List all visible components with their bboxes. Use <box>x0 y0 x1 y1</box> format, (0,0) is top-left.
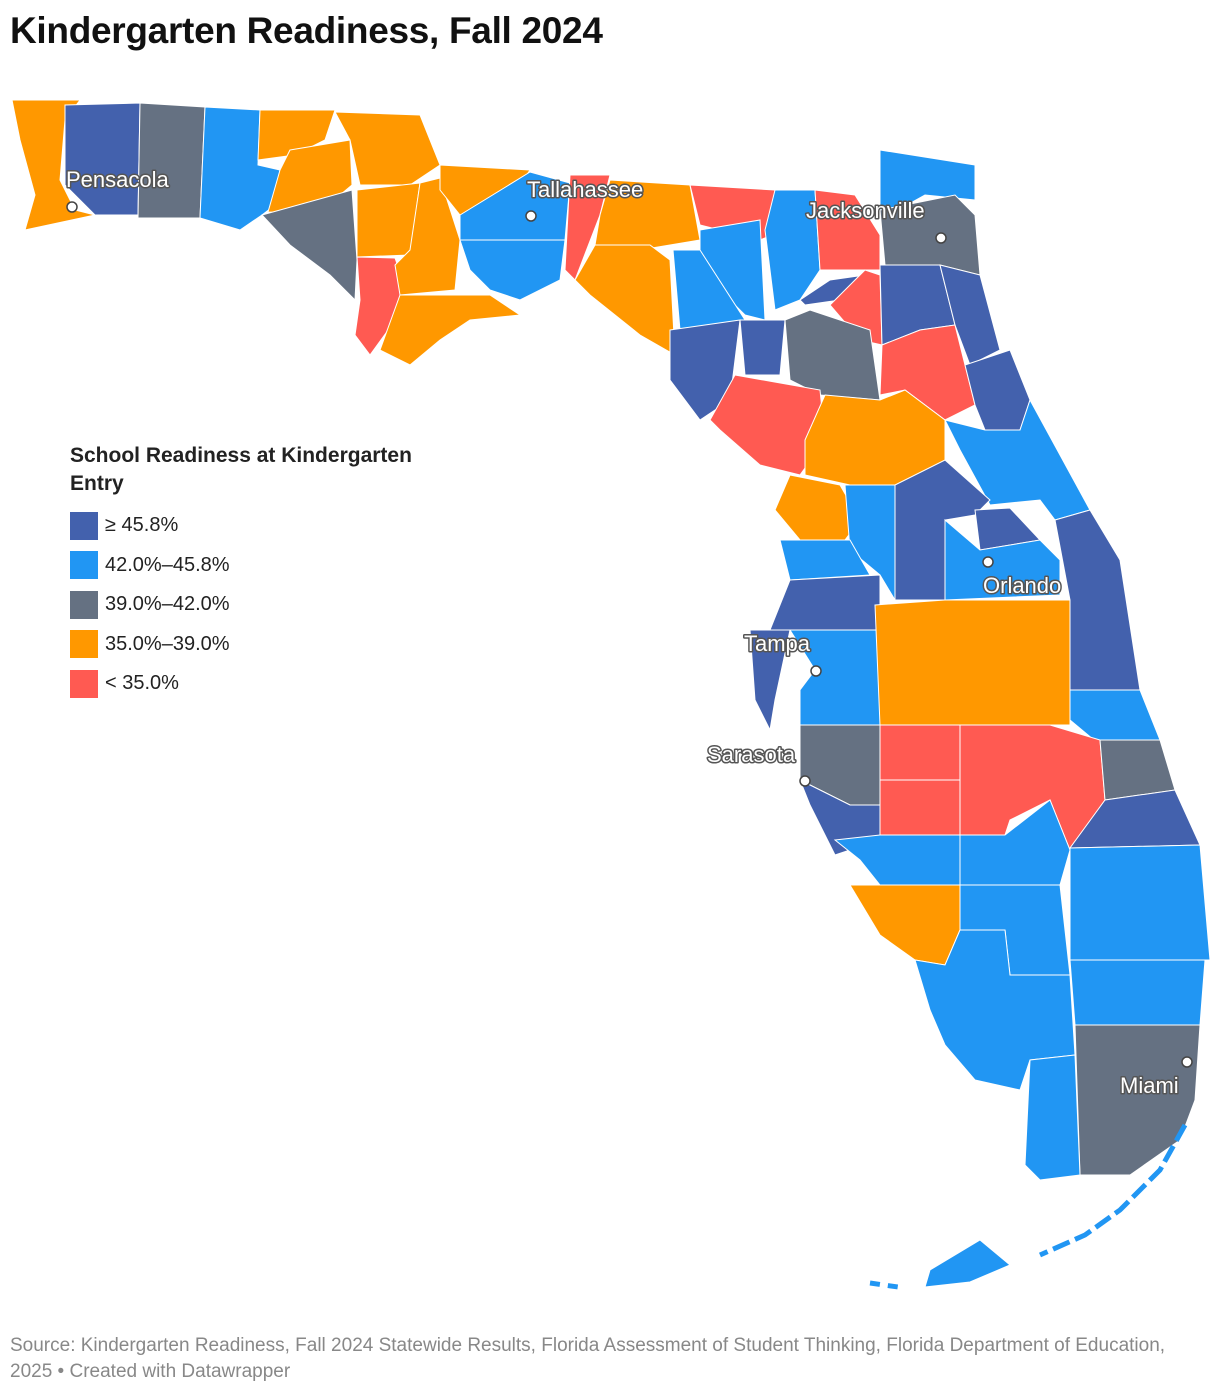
city-label: Jacksonville <box>806 198 925 223</box>
florida-keys[interactable] <box>924 1239 1011 1288</box>
counties <box>11 99 1211 1291</box>
legend-label: 35.0%–39.0% <box>105 632 230 655</box>
county[interactable] <box>379 294 522 366</box>
county[interactable] <box>1069 844 1211 961</box>
county[interactable] <box>709 374 826 476</box>
legend-swatch <box>70 630 98 659</box>
county[interactable] <box>739 319 786 376</box>
county[interactable] <box>769 574 881 631</box>
legend-swatch <box>70 669 98 698</box>
city-label: Miami <box>1120 1073 1179 1098</box>
city-label: Orlando <box>983 573 1061 598</box>
county[interactable] <box>354 256 411 356</box>
county[interactable] <box>879 324 976 421</box>
legend-item: < 35.0% <box>70 664 470 704</box>
county[interactable] <box>1099 739 1176 801</box>
city-dot <box>799 775 811 787</box>
legend-label: ≥ 45.8% <box>105 514 179 537</box>
county[interactable] <box>1024 1054 1081 1181</box>
city-label: Pensacola <box>66 167 170 192</box>
county[interactable] <box>814 189 881 271</box>
legend-swatch <box>70 590 98 619</box>
county[interactable] <box>459 239 566 301</box>
city-dot <box>935 232 947 244</box>
county[interactable] <box>844 484 896 602</box>
legend-item: 39.0%–42.0% <box>70 585 470 625</box>
county[interactable] <box>1069 959 1206 1026</box>
city-label: Sarasota <box>707 742 796 767</box>
city-markers: Pensacola Tallahassee Jacksonville Orlan… <box>65 166 1193 1100</box>
florida-keys-chain <box>1038 1123 1188 1258</box>
legend-swatch <box>70 511 98 540</box>
county[interactable] <box>459 171 571 241</box>
legend-item: 42.0%–45.8% <box>70 546 470 586</box>
city-dot <box>982 556 994 568</box>
city-label: Tallahassee <box>527 177 643 202</box>
county[interactable] <box>137 102 206 219</box>
county[interactable] <box>64 102 141 216</box>
county[interactable] <box>879 779 961 836</box>
city-dot <box>1181 1056 1193 1068</box>
county[interactable] <box>749 629 791 732</box>
county[interactable] <box>964 349 1031 431</box>
county[interactable] <box>894 459 991 601</box>
county[interactable] <box>564 174 611 281</box>
legend-title: School Readiness at Kindergarten Entry <box>70 444 412 495</box>
legend-item: 35.0%–39.0% <box>70 625 470 665</box>
county[interactable] <box>849 884 961 966</box>
florida-keys-west <box>869 1280 906 1291</box>
legend-item: ≥ 45.8% <box>70 506 470 546</box>
source-footer: Source: Kindergarten Readiness, Fall 202… <box>10 1335 1166 1382</box>
chart-title: Kindergarten Readiness, Fall 2024 <box>10 10 603 51</box>
legend-label: 39.0%–42.0% <box>105 593 230 616</box>
county[interactable] <box>574 244 676 356</box>
legend-label: < 35.0% <box>105 672 179 695</box>
county[interactable] <box>874 599 1071 726</box>
county[interactable] <box>939 264 1001 366</box>
county[interactable] <box>779 539 871 581</box>
legend-label: 42.0%–45.8% <box>105 553 230 576</box>
county[interactable] <box>879 724 961 781</box>
city-label: Tampa <box>744 631 811 656</box>
city-dot <box>66 201 78 213</box>
legend-swatch <box>70 551 98 580</box>
county[interactable] <box>833 834 961 886</box>
city-dot <box>525 210 537 222</box>
legend: School Readiness at Kindergarten Entry ≥… <box>70 442 470 704</box>
city-dot <box>810 665 822 677</box>
county[interactable] <box>261 189 358 302</box>
county[interactable] <box>1074 1024 1201 1176</box>
